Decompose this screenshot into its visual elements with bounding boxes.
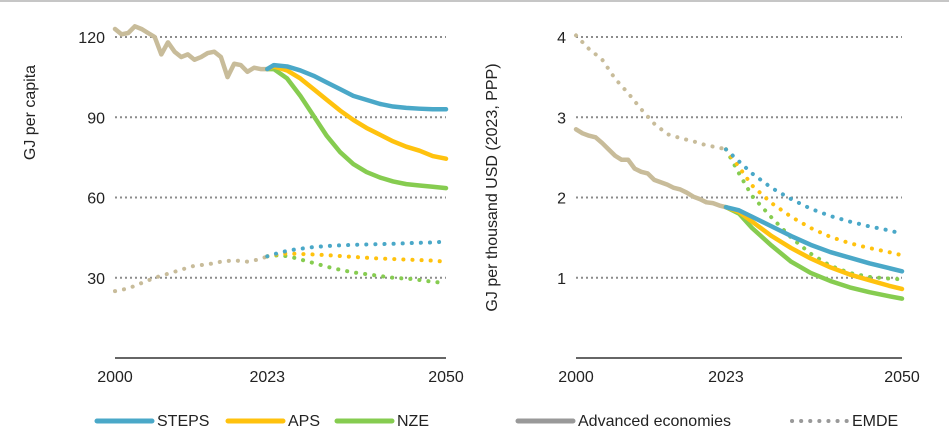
y-tick-label: 3	[557, 110, 566, 127]
right-panel: 1 2 3 4 2000 2023 2050 GJ per thousand USD (202…	[484, 30, 920, 386]
series-line-advanced-aps	[723, 204, 905, 292]
y-tick-label: 4	[557, 30, 566, 47]
series-line-emde-history	[113, 254, 270, 294]
x-tick-label: 2000	[558, 369, 594, 386]
series-line-advanced-aps	[265, 64, 449, 161]
legend-aps-label: APS	[288, 413, 320, 430]
series-line-emde-steps	[265, 239, 448, 259]
y-axis-title: GJ per thousand USD (2023, PPP)	[484, 63, 501, 311]
series-line-advanced-history	[573, 127, 729, 210]
legend-nze-label: NZE	[397, 413, 429, 430]
y-tick-label: 120	[78, 30, 105, 47]
x-tick-label: 2050	[428, 369, 464, 386]
legend-steps-label: STEPS	[157, 413, 209, 430]
x-tick-label: 2050	[884, 369, 920, 386]
legend-emde-label: EMDE	[852, 413, 898, 430]
series-line-advanced-steps	[265, 62, 449, 112]
y-tick-label: 90	[87, 110, 105, 127]
y-tick-label: 60	[87, 191, 105, 208]
y-axis-title: GJ per capita	[22, 65, 39, 160]
x-tick-label: 2023	[249, 369, 285, 386]
series-line-emde-steps	[723, 147, 904, 236]
legend: STEPS APS NZE Advanced economies EMDE	[94, 413, 898, 430]
y-tick-label: 1	[557, 271, 566, 288]
x-tick-label: 2000	[97, 369, 133, 386]
series-line-advanced-nze	[265, 66, 449, 191]
left-panel: 30 60 90 120 2000 2023 2050 GJ per capita	[22, 24, 464, 386]
series-line-emde-nze	[265, 253, 448, 286]
series-line-emde-aps	[723, 147, 904, 258]
y-tick-label: 30	[87, 271, 105, 288]
series-line-advanced-steps	[723, 204, 905, 274]
series-line-advanced-nze	[723, 204, 905, 301]
series-line-advanced-history	[112, 24, 270, 80]
series-line-emde-nze	[723, 147, 904, 282]
series-line-emde-history	[574, 33, 728, 152]
legend-advanced-economies-label: Advanced economies	[578, 413, 731, 430]
y-tick-label: 2	[557, 191, 566, 208]
x-tick-label: 2023	[708, 369, 744, 386]
